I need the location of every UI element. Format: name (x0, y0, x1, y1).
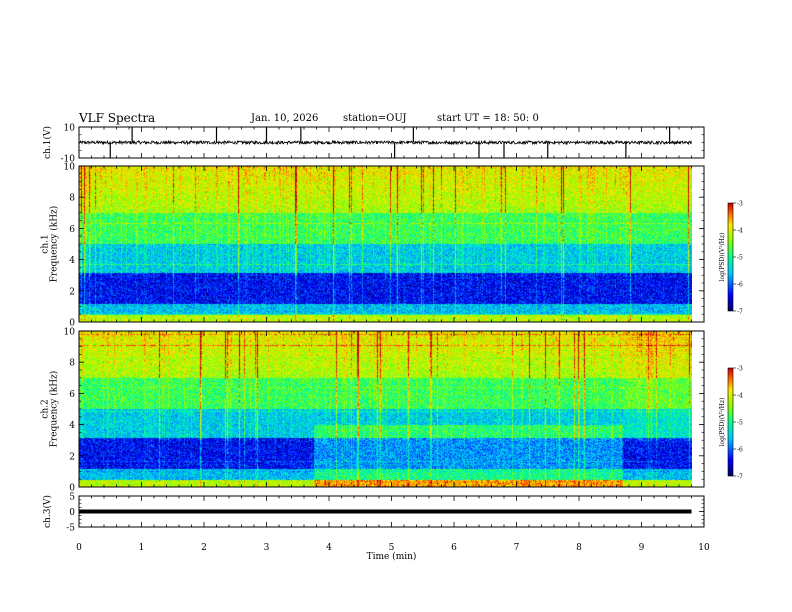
ch1-waveform-ytick-label: 10 (64, 124, 76, 134)
chart-start-time: start UT = 18: 50: 0 (437, 113, 539, 124)
ch1-waveform-ylabel: ch.1(V) (42, 126, 53, 159)
ch1-spectrogram-colorbar-tick-label: -3 (737, 201, 743, 208)
ch2-spectrogram-colorbar-tick-label: -7 (737, 474, 743, 481)
ch3-waveform-ylabel: ch.3(V) (42, 495, 53, 528)
x-axis-label: Time (min) (367, 551, 417, 562)
ch2-spectrogram-ytick-label: 4 (69, 421, 75, 431)
ch1-spectrogram-ytick-label: 8 (69, 194, 75, 204)
ch2-spectrogram-ytick-label: 10 (64, 328, 76, 338)
ch2-spectrogram-ytick-label: 0 (69, 484, 75, 494)
ch3-waveform-ytick-label: 5 (69, 493, 75, 503)
ch1-spectrogram-colorbar-label: log(PSD)(V²/Hz) (719, 233, 726, 282)
chart-station: station=OUJ (343, 113, 407, 124)
ch2-spectrogram-ylabel: ch.2 (41, 399, 51, 418)
x-tick-label: 3 (264, 543, 270, 553)
ch1-waveform-ytick-label: -10 (61, 155, 76, 165)
x-tick-label: 6 (451, 543, 457, 553)
ch1-spectrogram-image (79, 166, 692, 322)
ch1-spectrogram-colorbar-tick-label: -7 (737, 309, 743, 316)
ch3-waveform-ytick-label: -5 (66, 524, 75, 534)
ch1-spectrogram-ylabel: ch.1 (41, 234, 51, 253)
ch2-spectrogram-ylabel: Frequency (kHz) (49, 371, 60, 448)
x-tick-label: 5 (389, 543, 395, 553)
ch1-spectrogram-ytick-label: 2 (69, 287, 75, 297)
ch1-waveform-line (78, 139, 692, 146)
x-tick-label: 9 (639, 543, 645, 553)
ch1-spectrogram-ytick-label: 10 (64, 163, 76, 173)
chart-date: Jan. 10, 2026 (251, 113, 319, 124)
ch1-spectrogram-ylabel: Frequency (kHz) (49, 206, 60, 283)
ch2-spectrogram-colorbar-tick-label: -4 (737, 393, 743, 400)
ch2-spectrogram-colorbar-tick-label: -5 (737, 420, 743, 427)
x-tick-label: 10 (698, 543, 710, 553)
ch1-spectrogram-colorbar-tick-label: -5 (737, 255, 743, 262)
ch2-spectrogram-ytick-label: 8 (69, 359, 75, 369)
ch2-spectrogram-colorbar-tick-label: -6 (737, 447, 743, 454)
x-tick-label: 7 (514, 543, 520, 553)
ch2-spectrogram-ytick-label: 2 (69, 452, 75, 462)
x-tick-label: 1 (139, 543, 145, 553)
x-tick-label: 0 (76, 543, 82, 553)
ch2-spectrogram-ytick-label: 6 (69, 390, 75, 400)
ch2-spectrogram-colorbar-tick-label: -3 (737, 366, 743, 373)
chart-title: VLF Spectra (79, 111, 156, 125)
ch1-spectrogram-ytick-label: 4 (69, 256, 75, 266)
ch2-spectrogram-colorbar (727, 367, 734, 477)
ch1-spectrogram-colorbar (727, 202, 734, 312)
ch2-spectrogram-image (79, 331, 692, 487)
ch2-spectrogram-colorbar-label: log(PSD)(V²/Hz) (719, 398, 726, 447)
ch1-spectrogram-colorbar-tick-label: -6 (737, 282, 743, 289)
ch1-spectrogram-ytick-label: 6 (69, 225, 75, 235)
x-tick-label: 4 (326, 543, 332, 553)
x-tick-label: 8 (576, 543, 582, 553)
ch1-spectrogram-colorbar-tick-label: -4 (737, 228, 743, 235)
ch3-waveform-ytick-label: 0 (69, 508, 75, 518)
ch1-spectrogram-ytick-label: 0 (69, 319, 75, 329)
x-tick-label: 2 (201, 543, 207, 553)
